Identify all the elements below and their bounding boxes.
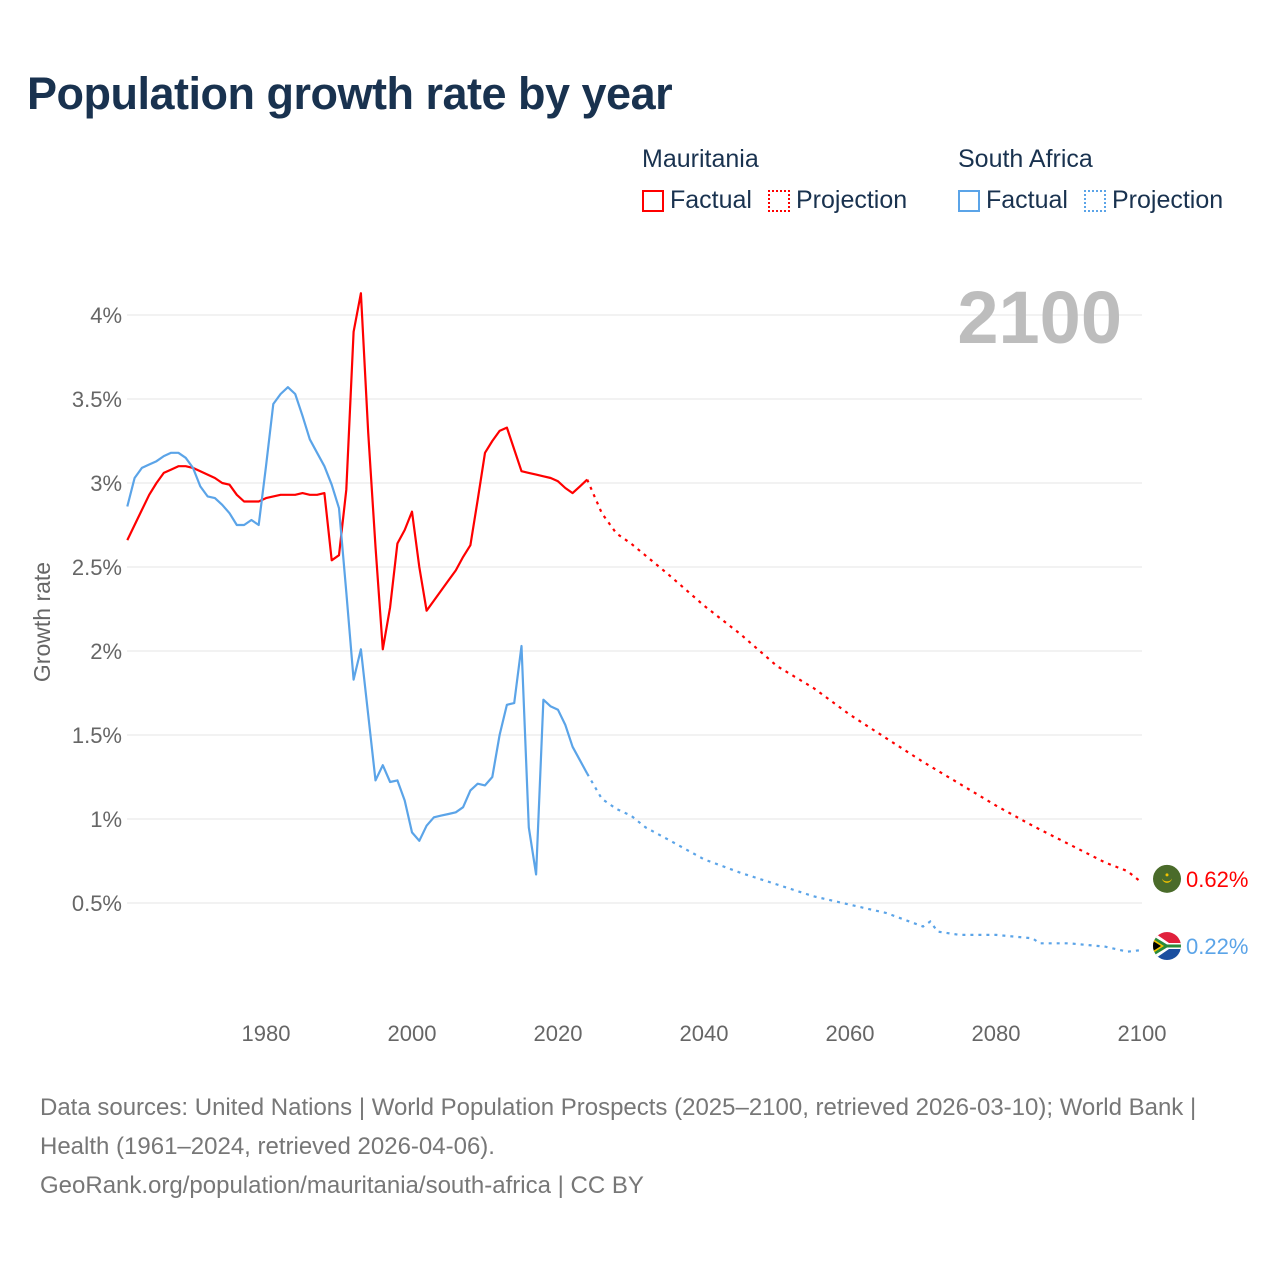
x-tick-label: 2060 — [826, 1021, 875, 1046]
dotted-swatch-icon — [1083, 189, 1106, 212]
legend-item-south-africa-projection[interactable]: Projection — [1083, 186, 1224, 215]
solid-swatch-icon — [958, 189, 980, 212]
gridlines — [127, 314, 1142, 904]
chart-title: Population growth rate by year — [27, 68, 673, 119]
y-axis-label: Growth rate — [29, 562, 55, 682]
x-axis: 1980 2000 2020 2040 2060 2080 2100 — [242, 1021, 1167, 1046]
line-chart: 0.5% 1% 1.5% 2% 2.5% 3% 3.5% 4% 1980 2000 2020 204… — [29, 276, 1248, 1046]
x-tick-label: 2020 — [534, 1021, 583, 1046]
south-africa-projection-line — [586, 773, 1143, 953]
mauritania-end-value-label: 0.62% — [1186, 867, 1248, 892]
x-tick-label: 2000 — [388, 1021, 437, 1046]
x-tick-label: 2100 — [1118, 1021, 1167, 1046]
legend-country-label: Mauritania — [642, 145, 759, 173]
footer: Data sources: United Nations | World Pop… — [40, 1088, 1240, 1205]
y-tick-label: 1.5% — [72, 723, 122, 748]
y-tick-label: 0.5% — [72, 891, 122, 916]
dotted-swatch-icon — [767, 189, 790, 212]
mauritania-factual-line — [126, 292, 588, 651]
south-africa-factual-line — [126, 386, 589, 876]
legend-south-africa: South Africa Factual Projection — [958, 145, 1223, 215]
legend-mauritania: Mauritania Factual Projection — [642, 145, 907, 215]
legend-label: Factual — [986, 186, 1068, 214]
mauritania-projection-line — [586, 479, 1143, 884]
source-link[interactable]: GeoRank.org/population/mauritania/south-… — [40, 1172, 644, 1199]
legend-country-label: South Africa — [958, 145, 1093, 173]
legend-label: Factual — [670, 186, 752, 214]
series-lines: 0.62% 0.22% — [126, 292, 1248, 961]
x-tick-label: 2080 — [972, 1021, 1021, 1046]
legend-item-south-africa-factual[interactable]: Factual — [958, 186, 1068, 215]
legend-label: Projection — [1111, 186, 1224, 214]
south-africa-end-value-label: 0.22% — [1186, 934, 1248, 959]
y-tick-label: 4% — [90, 303, 122, 328]
legend-label: Projection — [795, 186, 908, 214]
south-africa-flag-icon — [1153, 932, 1181, 961]
solid-swatch-icon — [642, 189, 664, 212]
x-tick-label: 2040 — [680, 1021, 729, 1046]
y-tick-label: 2.5% — [72, 555, 122, 580]
legend-item-mauritania-projection[interactable]: Projection — [767, 186, 908, 215]
y-axis: 0.5% 1% 1.5% 2% 2.5% 3% 3.5% 4% — [72, 303, 122, 916]
y-tick-label: 2% — [90, 639, 122, 664]
y-tick-label: 3.5% — [72, 387, 122, 412]
y-tick-label: 3% — [90, 471, 122, 496]
data-sources-text: Data sources: United Nations | World Pop… — [40, 1094, 1197, 1160]
x-tick-label: 1980 — [242, 1021, 291, 1046]
legend-item-mauritania-factual[interactable]: Factual — [642, 186, 752, 215]
year-label: 2100 — [957, 276, 1122, 359]
y-tick-label: 1% — [90, 807, 122, 832]
mauritania-flag-icon — [1153, 864, 1181, 893]
